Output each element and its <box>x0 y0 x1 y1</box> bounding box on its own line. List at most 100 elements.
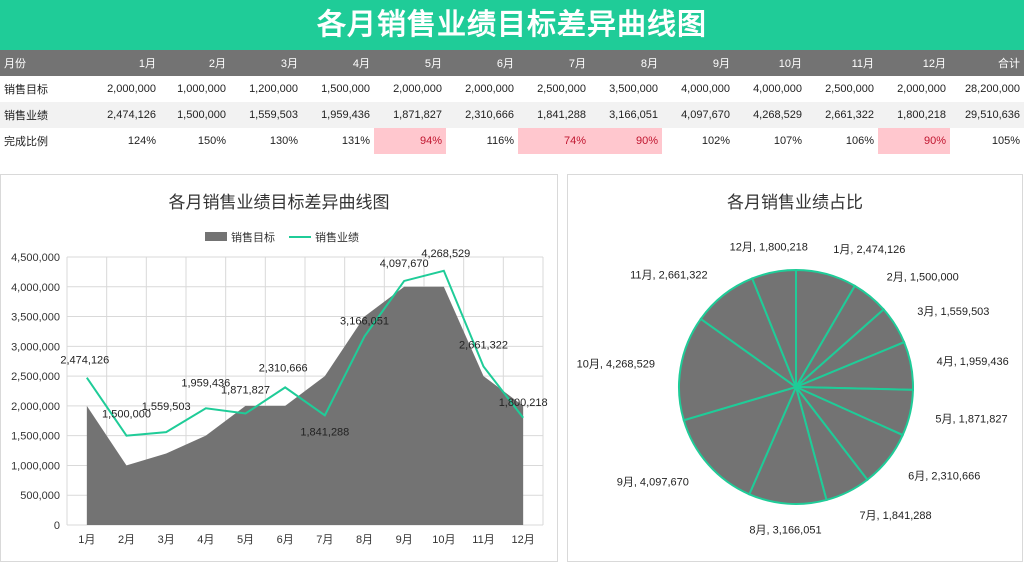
table-cell: 1,559,503 <box>230 102 302 128</box>
table-cell: 2,500,000 <box>537 83 586 95</box>
y-tick-label: 0 <box>54 520 60 532</box>
y-tick-label: 2,000,000 <box>11 401 60 413</box>
pie-data-label: 2月, 1,500,000 <box>887 271 959 283</box>
table-cell: 1,200,000 <box>249 83 298 95</box>
data-label: 4,097,670 <box>380 258 429 270</box>
pie-slice <box>678 317 799 422</box>
table-cell: 2,310,666 <box>446 102 518 128</box>
pie-data-label: 9月, 4,097,670 <box>617 477 689 489</box>
row-label: 销售目标 <box>4 84 48 96</box>
page-title: 各月销售业绩目标差异曲线图 <box>0 0 1024 50</box>
table-cell: 4,000,000 <box>681 83 730 95</box>
x-tick-label: 12月 <box>512 534 535 546</box>
table-cell: 74% <box>518 128 590 154</box>
table-cell: 107% <box>773 135 802 147</box>
table-row: 完成比例 124% 150% 130% 131% 94% 116% 74% 90% 102% 107… <box>0 128 1024 154</box>
table-cell: 1,500,000 <box>160 102 230 128</box>
table-cell: 4,268,529 <box>734 102 806 128</box>
table-cell: 124% <box>127 135 156 147</box>
row-label: 完成比例 <box>4 136 48 148</box>
table-cell: 4,097,670 <box>662 102 734 128</box>
pie-chart-title: 各月销售业绩占比 <box>727 193 863 212</box>
x-tick-label: 11月 <box>472 534 494 546</box>
y-tick-label: 500,000 <box>20 490 60 502</box>
table-cell: 28,200,000 <box>964 83 1020 95</box>
table-header-row: 月份 1月 2月 3月 4月 5月 6月 7月 8月 9月 10月 11月 12月 合计 <box>0 50 1024 76</box>
header-cell: 7月 <box>518 50 590 76</box>
table-cell: 4,000,000 <box>753 83 802 95</box>
x-tick-label: 8月 <box>356 534 373 546</box>
table-cell: 1,841,288 <box>518 102 590 128</box>
table-cell: 1,959,436 <box>302 102 374 128</box>
header-cell: 3月 <box>230 50 302 76</box>
table-row: 销售业绩 2,474,126 1,500,000 1,559,503 1,959,436… <box>0 102 1024 128</box>
y-tick-label: 1,000,000 <box>11 460 60 472</box>
data-label: 1,871,827 <box>221 385 270 397</box>
table-cell: 2,000,000 <box>465 83 514 95</box>
header-cell: 4月 <box>302 50 374 76</box>
x-tick-label: 9月 <box>396 534 413 546</box>
table-cell: 2,474,126 <box>58 102 160 128</box>
header-cell: 1月 <box>58 50 160 76</box>
y-tick-label: 4,000,000 <box>11 282 60 294</box>
pie-chart-panel: 各月销售业绩占比 1月, 2,474,126 2月, 1,500,000 3月, 1… <box>567 174 1023 562</box>
legend-swatch-target <box>205 232 227 241</box>
header-cell: 2月 <box>160 50 230 76</box>
table-cell: 1,000,000 <box>177 83 226 95</box>
data-label: 4,268,529 <box>421 248 470 260</box>
table-cell: 1,800,218 <box>878 102 950 128</box>
pie-data-label: 10月, 4,268,529 <box>577 358 655 370</box>
header-cell-month: 月份 <box>0 50 58 76</box>
y-tick-label: 3,000,000 <box>11 341 60 353</box>
data-label: 2,310,666 <box>259 362 308 374</box>
y-tick-label: 2,500,000 <box>11 371 60 383</box>
table-cell: 116% <box>486 135 514 147</box>
data-label: 2,661,322 <box>459 340 508 352</box>
x-tick-label: 2月 <box>118 534 135 546</box>
table-cell: 2,000,000 <box>897 83 946 95</box>
line-chart: 0 500,000 1,000,000 1,500,000 2,000,000 2,500… <box>11 230 548 546</box>
table-row: 销售目标 2,000,000 1,000,000 1,200,000 1,500,000… <box>0 76 1024 102</box>
header-cell: 11月 <box>806 50 878 76</box>
pie-data-label: 6月, 2,310,666 <box>908 471 980 483</box>
x-tick-label: 3月 <box>158 534 175 546</box>
pie-slice <box>682 385 798 496</box>
table-cell: 2,000,000 <box>107 83 156 95</box>
x-tick-label: 1月 <box>78 534 95 546</box>
line-series-actual <box>86 269 524 437</box>
table-cell: 102% <box>701 135 730 147</box>
data-label: 1,841,288 <box>300 426 349 438</box>
table-cell: 2,661,322 <box>806 102 878 128</box>
row-label: 销售业绩 <box>0 102 58 128</box>
table-cell: 105% <box>991 135 1020 147</box>
table-cell: 150% <box>197 135 226 147</box>
pie-slice <box>750 268 797 388</box>
table-cell: 2,500,000 <box>825 83 874 95</box>
table-cell: 1,500,000 <box>321 83 370 95</box>
header-cell: 9月 <box>662 50 734 76</box>
sales-table: 月份 1月 2月 3月 4月 5月 6月 7月 8月 9月 10月 11月 12月 合计 销售目标 2,000… <box>0 50 1024 154</box>
pie-data-label: 3月, 1,559,503 <box>917 306 989 318</box>
y-tick-label: 1,500,000 <box>11 431 60 443</box>
pie-data-label: 4月, 1,959,436 <box>937 356 1009 368</box>
table-cell: 130% <box>269 135 298 147</box>
table-cell: 29,510,636 <box>950 102 1024 128</box>
legend-label-target: 销售目标 <box>231 230 275 244</box>
table-cell: 90% <box>590 128 662 154</box>
x-tick-label: 10月 <box>432 534 455 546</box>
y-tick-label: 3,500,000 <box>11 312 60 324</box>
data-label: 1,500,000 <box>102 409 151 421</box>
table-cell: 3,166,051 <box>590 102 662 128</box>
area-series-target <box>86 286 524 525</box>
pie-data-label: 7月, 1,841,288 <box>859 510 931 522</box>
header-cell: 10月 <box>734 50 806 76</box>
pie-chart: 1月, 2,474,126 2月, 1,500,000 3月, 1,559,503 4… <box>577 242 1009 537</box>
header-cell: 合计 <box>950 50 1024 76</box>
line-chart-title: 各月销售业绩目标差异曲线图 <box>168 193 390 212</box>
data-label: 1,800,218 <box>499 397 548 409</box>
pie-data-label: 12月, 1,800,218 <box>730 242 808 254</box>
data-label: 1,559,503 <box>142 401 191 413</box>
x-tick-label: 6月 <box>277 534 294 546</box>
table-cell: 1,871,827 <box>374 102 446 128</box>
x-tick-label: 5月 <box>237 534 254 546</box>
